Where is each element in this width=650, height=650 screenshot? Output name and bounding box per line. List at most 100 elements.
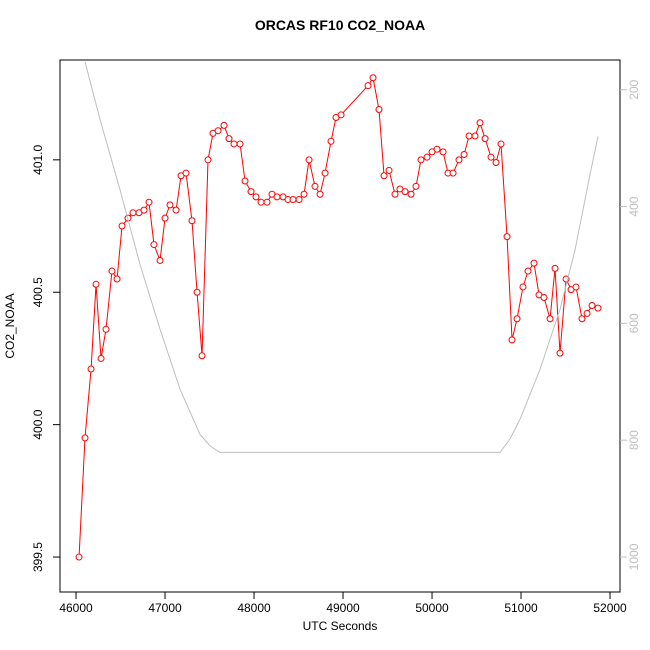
x-tick-label: 50000 [415, 601, 449, 615]
data-point [551, 264, 559, 272]
data-point [198, 352, 206, 360]
data-point [230, 140, 238, 148]
data-point [594, 304, 602, 312]
data-point [508, 336, 516, 344]
y-tick-label: 400.0 [31, 409, 45, 439]
y2-tick-label: 600 [627, 313, 641, 333]
data-point [295, 196, 303, 204]
data-point [129, 209, 137, 217]
data-point [391, 190, 399, 198]
data-point [369, 74, 377, 82]
x-axis-label: UTC Seconds [303, 619, 378, 633]
data-point [87, 365, 95, 373]
data-point [118, 222, 126, 230]
chart-title: ORCAS RF10 CO2_NOAA [255, 17, 425, 33]
data-point [300, 190, 308, 198]
x-tick-label: 52000 [593, 601, 627, 615]
data-point [578, 315, 586, 323]
data-point [380, 172, 388, 180]
series-line [84, 61, 599, 453]
data-point [156, 256, 164, 264]
data-point [257, 198, 265, 206]
data-point [150, 241, 158, 249]
y2-tick-label: 800 [627, 430, 641, 450]
data-point [252, 193, 260, 201]
data-point [97, 354, 105, 362]
data-point [316, 190, 324, 198]
data-point [530, 259, 538, 267]
data-point [204, 156, 212, 164]
data-point [455, 156, 463, 164]
data-point [289, 196, 297, 204]
data-point [471, 132, 479, 140]
data-point [140, 206, 148, 214]
data-point [214, 127, 222, 135]
data-point [145, 198, 153, 206]
y2-tick-label: 200 [627, 79, 641, 99]
data-point [433, 145, 441, 153]
data-point [385, 166, 393, 174]
y-axis-label: CO2_NOAA [3, 293, 17, 358]
data-point [487, 153, 495, 161]
data-point [492, 158, 500, 166]
data-point [364, 82, 372, 90]
data-point [583, 309, 591, 317]
data-point [108, 267, 116, 275]
data-point [305, 156, 313, 164]
data-point [481, 135, 489, 143]
data-point [465, 132, 473, 140]
y2-tick-label: 1000 [627, 543, 641, 570]
data-point [241, 177, 249, 185]
data-point [75, 553, 83, 561]
data-point [166, 201, 174, 209]
data-point [588, 301, 596, 309]
x-tick-label: 47000 [148, 601, 182, 615]
data-point [497, 140, 505, 148]
y-tick-label: 399.5 [31, 542, 45, 572]
data-point [417, 156, 425, 164]
data-point [311, 182, 319, 190]
x-tick-label: 51000 [504, 601, 538, 615]
series-line [78, 76, 599, 558]
data-point [546, 315, 554, 323]
data-point [321, 169, 329, 177]
data-point [476, 119, 484, 127]
data-point [524, 267, 532, 275]
data-point [460, 151, 468, 159]
data-point [81, 434, 89, 442]
data-point [327, 137, 335, 145]
data-point [513, 315, 521, 323]
data-point [337, 111, 345, 119]
data-point [423, 153, 431, 161]
data-point [102, 325, 110, 333]
data-point [412, 182, 420, 190]
data-point [572, 283, 580, 291]
data-point [503, 233, 511, 241]
data-point [407, 190, 415, 198]
data-point [92, 280, 100, 288]
data-point [193, 288, 201, 296]
data-point [236, 140, 244, 148]
data-point [263, 198, 271, 206]
y2-tick-label: 400 [627, 196, 641, 216]
data-point [247, 188, 255, 196]
data-point [225, 135, 233, 143]
data-point [519, 283, 527, 291]
plot-box [59, 59, 621, 593]
data-point [182, 169, 190, 177]
data-point [401, 188, 409, 196]
x-tick-label: 49000 [326, 601, 360, 615]
data-point [449, 169, 457, 177]
data-point [113, 275, 121, 283]
y-tick-label: 400.5 [31, 277, 45, 307]
x-tick-label: 46000 [59, 601, 93, 615]
data-point [439, 148, 447, 156]
y-tick-label: 401.0 [31, 144, 45, 174]
data-point [375, 106, 383, 114]
data-point [188, 217, 196, 225]
data-point [540, 294, 548, 302]
data-point [172, 206, 180, 214]
data-point [273, 193, 281, 201]
data-point [220, 121, 228, 129]
